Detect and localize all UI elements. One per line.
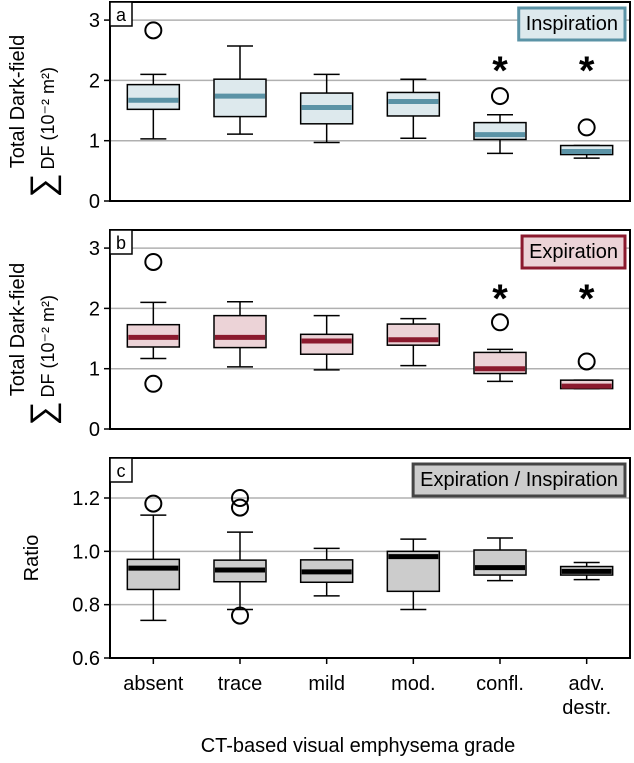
axes-frame — [109, 457, 631, 659]
panel-title-text: Expiration / Inspiration — [420, 469, 618, 491]
box-trace — [213, 45, 267, 135]
outlier-point — [231, 489, 249, 507]
box-confl: * — [473, 277, 527, 383]
box-adv-destr: * — [559, 277, 614, 390]
panel-label: c — [117, 461, 126, 481]
y-tick-label: 0.6 — [72, 648, 100, 670]
panel-title-text: Expiration — [529, 241, 618, 263]
outlier-point — [577, 352, 596, 371]
x-tick-label: mild — [308, 673, 345, 695]
y-tick-label: 0 — [89, 419, 100, 441]
box-absent — [126, 252, 181, 393]
axes-frame — [109, 1, 631, 202]
box-mod — [386, 317, 441, 367]
box-adv-destr — [559, 561, 614, 581]
box-adv-destr: * — [559, 49, 614, 159]
significance-asterisk: * — [492, 49, 508, 93]
box-body — [473, 549, 527, 576]
panel-label-box — [109, 457, 133, 483]
box-body — [126, 558, 181, 591]
y-axis-label-line2: DF (10⁻² m²) — [38, 67, 58, 170]
box-confl: * — [473, 49, 527, 155]
outlier-point — [231, 498, 249, 517]
significance-asterisk: * — [579, 49, 595, 93]
box-absent — [126, 494, 181, 622]
y-axis-label-line1: Total Dark-field — [7, 35, 29, 168]
box-mild — [299, 547, 354, 597]
outlier-point — [231, 606, 249, 625]
outlier-point — [491, 87, 509, 106]
panel-title-box — [517, 6, 627, 42]
y-axis-label-line1: Ratio — [21, 535, 43, 582]
box-body — [213, 314, 267, 349]
box-mod — [386, 78, 441, 140]
panel-label-box — [109, 1, 133, 27]
box-body — [386, 91, 441, 117]
y-axis-label: Ratio — [21, 535, 43, 582]
x-axis: absent trace mild mod. confl. adv.destr. — [123, 658, 611, 719]
box-mild — [299, 314, 354, 371]
significance-asterisk: * — [579, 277, 595, 321]
y-tick-label: 1.2 — [72, 488, 100, 510]
x-tick-label: confl. — [476, 673, 524, 695]
y-axis-label-line1: Total Dark-field — [7, 263, 29, 396]
box-absent — [126, 21, 181, 140]
panel-title: Expiration / Inspiration — [411, 462, 627, 498]
outlier-point — [144, 21, 163, 40]
box-trace — [213, 301, 267, 368]
box-mod — [386, 538, 441, 611]
panel-a: 0 1 2 3 * * a Inspiration Total Dark-field ∑ DF (1… — [7, 1, 631, 213]
y-tick-label: 3 — [89, 10, 100, 32]
outlier-point — [144, 252, 163, 271]
y-axis-label-line2: DF (10⁻² m²) — [38, 295, 58, 398]
panels: 0 1 2 3 * * a Inspiration Total Dark-field ∑ DF (1… — [7, 1, 631, 670]
y-tick-label: 0 — [89, 191, 100, 213]
outlier-point — [144, 374, 163, 393]
outlier-point — [491, 313, 509, 332]
y-tick-label: 2 — [89, 70, 100, 92]
panel-title-text: Inspiration — [526, 13, 618, 35]
outlier-point — [144, 494, 163, 513]
y-tick-label: 1.0 — [72, 541, 100, 563]
panel-b: 0 1 2 3 * * b Expiration Total Dark-field ∑ DF (10… — [7, 229, 631, 441]
box-body — [299, 333, 354, 355]
x-tick-label: mod. — [391, 673, 435, 695]
panel-title-box — [411, 462, 627, 498]
y-axis-label-symbol: ∑ — [24, 173, 62, 197]
y-axis-label: Total Dark-field ∑ DF (10⁻² m²) — [7, 263, 62, 426]
panel-title: Inspiration — [517, 6, 627, 42]
panel-title-box — [520, 234, 627, 270]
y-axis-label: Total Dark-field ∑ DF (10⁻² m²) — [7, 35, 62, 198]
box-body — [126, 83, 181, 111]
panel-label-box — [109, 229, 133, 255]
x-tick-label: adv. — [569, 673, 605, 695]
box-mild — [299, 73, 354, 144]
y-tick-label: 3 — [89, 238, 100, 260]
x-tick-label: absent — [123, 673, 183, 695]
y-axis-label-symbol: ∑ — [24, 401, 62, 425]
x-tick-label: destr. — [562, 697, 611, 719]
y-tick-label: 2 — [89, 298, 100, 320]
x-tick-label: trace — [218, 673, 262, 695]
axes-frame — [109, 229, 631, 430]
y-tick-label: 1 — [89, 131, 100, 153]
x-axis-label: CT-based visual emphysema grade — [201, 735, 516, 757]
box-trace — [213, 489, 267, 625]
outlier-point — [577, 118, 596, 137]
panel-c: 0.6 0.8 1.0 1.2 c Expiration / Inspiration Rat… — [21, 457, 631, 670]
significance-asterisk: * — [492, 277, 508, 321]
y-tick-label: 1 — [89, 359, 100, 381]
panel-label: b — [116, 233, 126, 253]
y-tick-label: 0.8 — [72, 595, 100, 617]
box-confl — [473, 537, 527, 582]
panel-label: a — [116, 5, 127, 25]
panel-title: Expiration — [520, 234, 627, 270]
